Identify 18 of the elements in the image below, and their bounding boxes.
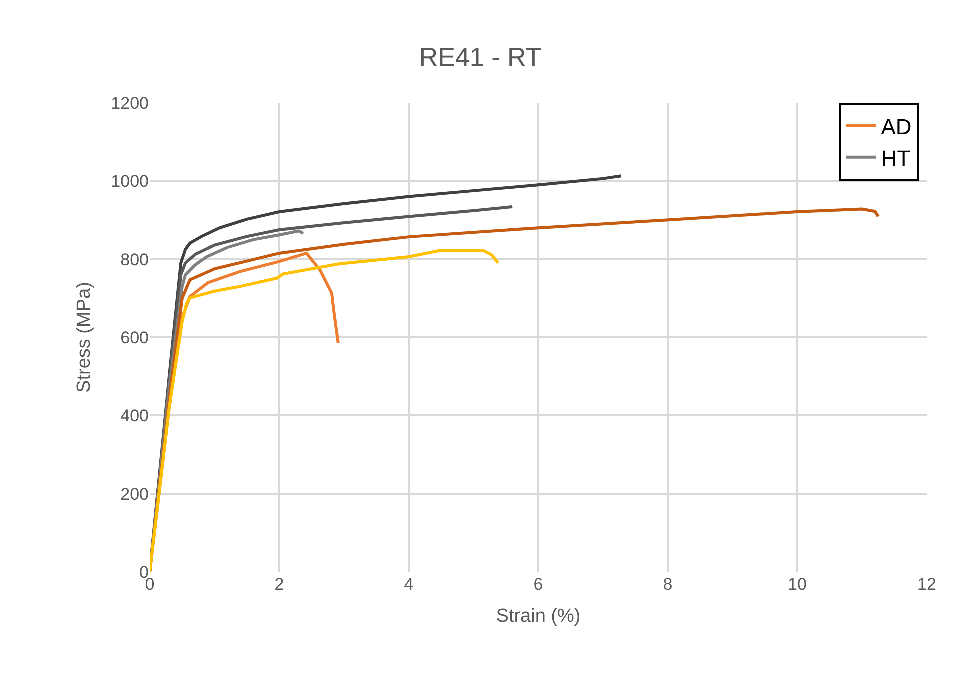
y-tick-label: 1000 bbox=[111, 172, 149, 192]
line-series bbox=[150, 249, 500, 572]
y-tick-label: 800 bbox=[120, 250, 149, 270]
y-tick-label: 400 bbox=[120, 406, 149, 426]
x-tick-label: 2 bbox=[274, 575, 284, 594]
x-tick-label: 10 bbox=[788, 575, 807, 594]
y-axis-title: Stress (MPa) bbox=[74, 282, 96, 393]
x-tick-label: 6 bbox=[534, 575, 544, 594]
x-tick-label: 4 bbox=[404, 575, 414, 594]
y-tick-label: 600 bbox=[120, 328, 149, 348]
y-tick-label: 200 bbox=[120, 484, 149, 504]
legend-label: HT bbox=[881, 146, 911, 171]
legend-label: AD bbox=[881, 114, 912, 140]
chart-title: RE41 - RT bbox=[419, 42, 542, 72]
x-axis-title: Strain (%) bbox=[496, 606, 581, 627]
y-tick-label: 1200 bbox=[111, 94, 149, 113]
x-tick-label: 8 bbox=[663, 575, 673, 594]
x-tick-label: 12 bbox=[918, 575, 936, 594]
